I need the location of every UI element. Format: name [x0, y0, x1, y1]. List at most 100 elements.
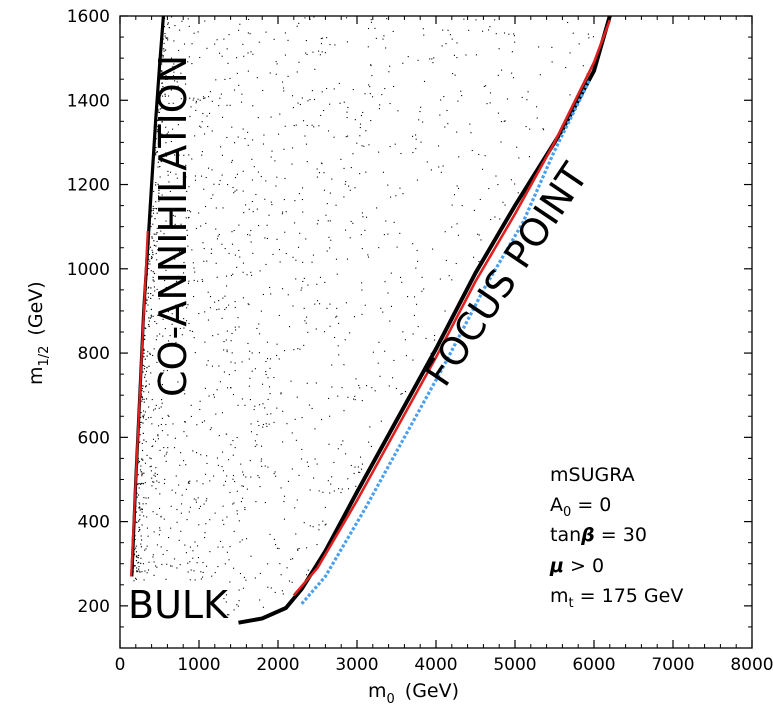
scatter-point	[267, 586, 269, 588]
scatter-point	[457, 100, 459, 102]
scatter-point	[146, 545, 148, 547]
scatter-point	[477, 233, 479, 235]
scatter-point	[226, 475, 228, 477]
coannihilation-point	[133, 554, 135, 556]
scatter-point	[137, 520, 139, 522]
scatter-point	[150, 226, 152, 228]
scatter-point	[217, 546, 219, 548]
scatter-point	[134, 565, 136, 567]
scatter-point	[251, 200, 253, 203]
scatter-point	[292, 107, 294, 109]
param-mu: μ > 0	[549, 555, 604, 577]
scatter-point	[147, 417, 150, 419]
scatter-point	[482, 30, 484, 32]
scatter-point	[283, 495, 286, 497]
scatter-point	[412, 135, 414, 137]
scatter-point	[232, 503, 234, 505]
scatter-point	[165, 391, 167, 393]
scatter-point	[381, 94, 383, 96]
scatter-point	[419, 111, 421, 113]
scatter-point	[384, 88, 386, 90]
scatter-point	[165, 152, 167, 154]
scatter-point	[173, 63, 175, 65]
scatter-point	[305, 238, 307, 240]
scatter-point	[138, 502, 140, 504]
scatter-point	[139, 424, 141, 426]
scatter-point	[187, 210, 189, 212]
scatter-point	[151, 423, 153, 425]
scatter-point	[536, 106, 538, 108]
scatter-point	[504, 120, 506, 122]
scatter-point	[206, 115, 208, 117]
scatter-point	[149, 457, 151, 459]
scatter-point	[199, 505, 202, 507]
scatter-point	[407, 56, 409, 58]
scatter-point	[311, 90, 313, 92]
coannihilation-point	[161, 54, 163, 56]
scatter-point	[543, 129, 545, 131]
scatter-point	[391, 377, 394, 379]
scatter-point	[453, 54, 455, 56]
scatter-point	[144, 338, 146, 340]
scatter-point	[234, 362, 236, 364]
scatter-point	[218, 52, 221, 54]
coannihilation-point	[144, 358, 146, 360]
scatter-point	[194, 352, 196, 354]
coannihilation-point	[153, 244, 155, 246]
coannihilation-point	[158, 192, 160, 194]
scatter-point	[174, 80, 176, 82]
scatter-point	[300, 458, 303, 460]
scatter-point	[248, 208, 250, 210]
x-tick-label: 7000	[651, 655, 694, 675]
scatter-point	[294, 418, 296, 420]
scatter-point	[517, 192, 519, 194]
scatter-point	[370, 21, 372, 23]
scatter-point	[216, 276, 218, 278]
scatter-point	[195, 102, 197, 104]
scatter-point	[460, 90, 462, 92]
scatter-point	[349, 189, 351, 191]
scatter-point	[301, 417, 303, 419]
scatter-point	[347, 478, 349, 480]
scatter-point	[316, 463, 318, 465]
coannihilation-point	[135, 559, 138, 562]
scatter-point	[215, 413, 217, 415]
scatter-point	[155, 201, 157, 203]
scatter-point	[239, 256, 241, 258]
scatter-point	[190, 569, 192, 571]
scatter-point	[412, 243, 414, 245]
scatter-point	[318, 529, 320, 531]
scatter-point	[503, 120, 505, 122]
scatter-point	[378, 151, 380, 153]
scatter-point	[148, 320, 150, 322]
scatter-point	[158, 407, 160, 409]
scatter-point	[478, 234, 480, 236]
scatter-point	[229, 77, 231, 79]
coannihilation-point	[161, 38, 163, 40]
scatter-point	[163, 447, 165, 449]
scatter-point	[307, 465, 309, 468]
scatter-point	[380, 307, 382, 309]
coannihilation-point	[154, 130, 156, 132]
scatter-point	[443, 95, 445, 98]
coannihilation-point	[152, 271, 154, 273]
scatter-point	[338, 354, 340, 356]
scatter-point	[246, 488, 248, 490]
scatter-point	[159, 333, 161, 335]
scatter-point	[430, 352, 432, 354]
scatter-point	[279, 113, 281, 115]
scatter-point	[153, 190, 155, 192]
scatter-point	[468, 29, 470, 31]
scatter-point	[245, 476, 247, 478]
scatter-point	[420, 141, 422, 143]
coannihilation-point	[161, 82, 163, 84]
scatter-point	[158, 481, 160, 483]
scatter-point	[354, 119, 356, 121]
scatter-point	[238, 224, 240, 226]
coannihilation-point	[143, 356, 145, 358]
scatter-point	[185, 217, 187, 219]
coannihilation-point	[148, 205, 150, 207]
scatter-point	[433, 57, 435, 59]
scatter-point	[216, 309, 218, 311]
